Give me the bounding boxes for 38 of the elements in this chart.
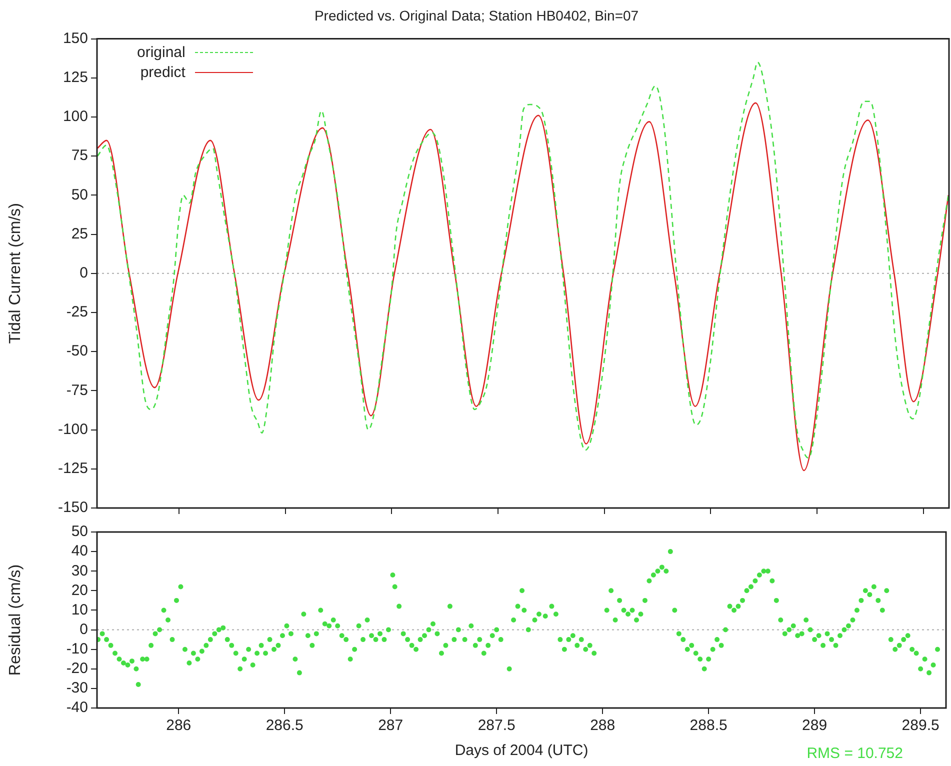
y-tick-label: 50 [71, 523, 88, 540]
y-tick-label: -30 [66, 680, 88, 697]
y-tick-label: 40 [71, 542, 88, 560]
x-axis-title: Days of 2004 (UTC) [454, 742, 588, 760]
chart-title: Predicted vs. Original Data; Station HB0402, Bin=07 [314, 7, 639, 24]
legend-label: predict [140, 62, 186, 83]
x-tick-label: 289 [802, 717, 828, 734]
x-tick-label: 286.5 [266, 717, 304, 734]
x-tick-label: 286 [166, 717, 192, 734]
y-tick-label: 20 [71, 582, 88, 599]
y-tick-label: -20 [66, 660, 88, 678]
y-tick-label: 30 [71, 562, 88, 580]
y-tick-label: 125 [62, 69, 88, 86]
y-tick-label: -10 [66, 640, 88, 658]
y-tick-label: -150 [58, 499, 88, 516]
y-tick-label: -40 [66, 699, 88, 716]
y-tick-label: 10 [71, 601, 88, 618]
y-tick-label: -25 [66, 304, 88, 321]
y-tick-label: 150 [62, 30, 88, 47]
y-tick-label: 75 [71, 147, 88, 164]
x-tick-label: 287.5 [478, 717, 516, 734]
x-tick-label: 287 [378, 717, 404, 734]
x-tick-label: 289.5 [902, 717, 940, 734]
y-axis-title: Tidal Current (cm/s) [7, 203, 24, 344]
y-tick-label: -75 [66, 382, 88, 399]
y-tick-label: 0 [80, 620, 88, 638]
legend-label: original [137, 42, 186, 63]
y-tick-label: 25 [71, 225, 88, 242]
text: RMS = 10.752 [806, 745, 903, 762]
y-tick-label: -125 [58, 460, 88, 478]
x-tick-label: 288.5 [690, 717, 728, 734]
y-tick-label: 0 [80, 264, 88, 282]
y-tick-label: -50 [66, 342, 88, 360]
x-tick-label: 288 [590, 717, 616, 734]
y-tick-label: -100 [58, 420, 88, 438]
y-axis-title: Residual (cm/s) [7, 564, 24, 676]
y-tick-label: 100 [62, 108, 88, 126]
y-tick-label: 50 [71, 186, 88, 204]
